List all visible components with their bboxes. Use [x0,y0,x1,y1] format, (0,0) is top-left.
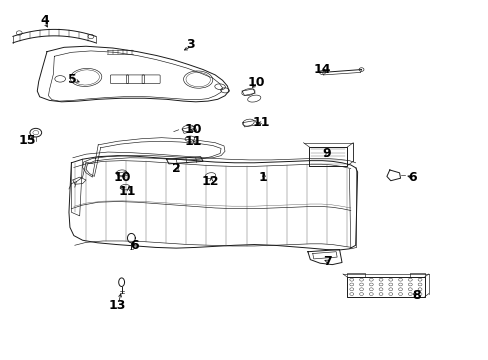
Text: 6: 6 [130,239,139,252]
Text: 11: 11 [184,135,202,148]
Text: 1: 1 [258,171,267,184]
Text: 13: 13 [109,299,126,312]
Text: 3: 3 [186,38,195,51]
Text: 12: 12 [201,175,219,188]
Text: 11: 11 [252,116,270,129]
Text: 4: 4 [40,14,49,27]
Text: 7: 7 [323,255,331,267]
Text: 6: 6 [407,171,416,184]
Text: 9: 9 [322,147,330,160]
Text: 5: 5 [68,73,77,86]
Text: 8: 8 [411,289,420,302]
Text: 11: 11 [119,185,136,198]
Text: 14: 14 [313,63,330,76]
Text: 10: 10 [247,76,265,89]
Text: 2: 2 [171,162,180,175]
Text: 10: 10 [114,171,131,184]
Text: 10: 10 [184,123,202,136]
Text: 15: 15 [19,134,36,147]
